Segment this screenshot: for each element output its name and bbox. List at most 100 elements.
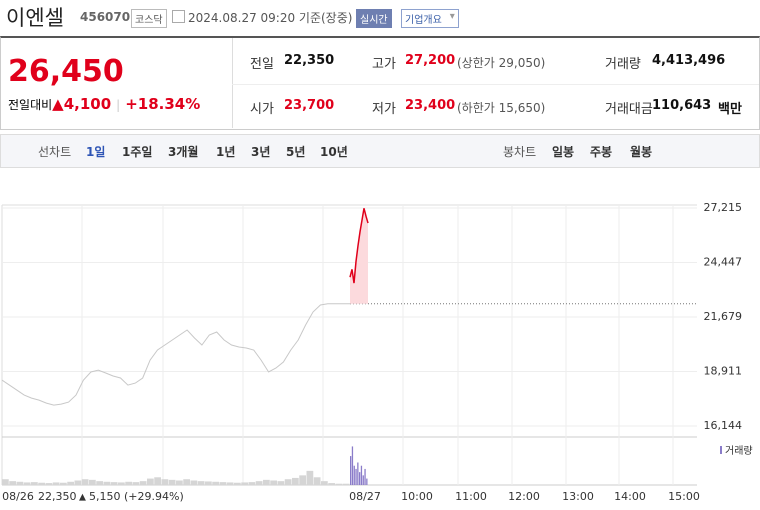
summary-label: 거래량 (605, 57, 641, 72)
change-row: 전일대비▲4,100 | +18.34% (8, 95, 201, 113)
volume-bar (351, 446, 354, 485)
volume-bar (226, 482, 234, 485)
volume-bar (255, 481, 263, 485)
summary-value: 23,700 (284, 98, 335, 113)
volume-bar (362, 475, 364, 485)
x-tick-label: 08/26 (2, 490, 34, 503)
summary-note: (하한가 15,650) (457, 101, 546, 115)
volume-bar (234, 482, 241, 485)
volume-bar (125, 481, 132, 485)
volume-bar (355, 468, 357, 485)
x-tick-label: 14:00 (614, 490, 646, 503)
divider (232, 84, 759, 85)
volume-bar (67, 481, 74, 485)
summary-value: 27,200 (405, 53, 456, 68)
tab-period[interactable]: 1주일 (122, 145, 153, 159)
x-tick-label: 08/27 (349, 490, 381, 503)
volume-bar (248, 482, 256, 485)
today-area (350, 208, 368, 304)
volume-bar (359, 472, 361, 485)
volume-bar (183, 479, 190, 485)
volume-bar (147, 478, 154, 485)
volume-bar (31, 482, 38, 485)
volume-bar (284, 479, 292, 485)
change-rate: +18.34% (125, 95, 201, 113)
volume-bar (16, 481, 24, 485)
volume-bar (299, 475, 306, 485)
divider (232, 38, 233, 128)
volume-bar (313, 477, 321, 485)
volume-bar (74, 480, 82, 485)
summary-label: 시가 (250, 102, 274, 117)
volume-bar (205, 481, 212, 485)
volume-bar (9, 481, 16, 485)
y-tick-label: 21,679 (704, 310, 743, 323)
footer-arrow: ▲ (79, 493, 86, 503)
x-tick-label: 12:00 (508, 490, 540, 503)
volume-bar (306, 470, 314, 485)
summary-value: 4,413,496 (652, 53, 726, 68)
datetime: 2024.08.27 09:20 기준(장중) (188, 11, 353, 25)
tab-period[interactable]: 일봉 (552, 145, 575, 159)
tab-period[interactable]: 3년 (251, 145, 271, 159)
summary-value: 110,643 (652, 98, 712, 113)
summary-value: 22,350 (284, 53, 335, 68)
volume-bar (110, 482, 118, 485)
volume-bar (219, 482, 227, 485)
x-tick-label: 11:00 (455, 490, 487, 503)
volume-bar (38, 482, 45, 485)
change: 4,100 (63, 95, 112, 113)
up-arrow: ▲ (52, 95, 64, 113)
y-tick-label: 18,911 (704, 365, 743, 378)
y-tick-label: 24,447 (704, 256, 743, 269)
y-tick-label: 16,144 (704, 419, 743, 432)
volume-bar (321, 481, 328, 485)
volume-bar (335, 483, 343, 485)
volume-bar (263, 479, 270, 485)
summary-label: 전일 (250, 57, 274, 72)
volume-bar (292, 477, 299, 485)
tab-period[interactable]: 월봉 (630, 145, 653, 159)
tab-period[interactable]: 주봉 (590, 145, 613, 159)
volume-bar (190, 480, 198, 485)
tab-period[interactable]: 3개월 (168, 145, 199, 159)
company-button-text: 기업개요 (405, 15, 442, 26)
x-tick-label: 10:00 (401, 490, 433, 503)
volume-bar (270, 480, 277, 485)
volume-bar (277, 481, 285, 485)
change-label: 전일대비 (8, 98, 53, 112)
volume-bar (197, 481, 205, 485)
summary-label: 고가 (372, 57, 396, 72)
volume-bar (89, 479, 96, 485)
tab-period[interactable]: 5년 (286, 145, 306, 159)
volume-bar (118, 482, 125, 485)
tab-period[interactable]: 1일 (86, 145, 106, 159)
volume-bar (342, 483, 350, 485)
volume-legend: 거래량 (725, 445, 753, 457)
volume-bar (357, 462, 359, 485)
volume-bar (139, 481, 147, 485)
volume-bar (350, 456, 352, 485)
volume-bar (161, 479, 169, 485)
volume-bar (168, 479, 176, 485)
company-button[interactable]: 기업개요 ▾ (401, 9, 459, 28)
tab-label: 봉차트 (503, 145, 537, 159)
price: 26,450 (8, 54, 124, 89)
stock-name: 이엔셀 (6, 6, 64, 30)
x-tick-label: 13:00 (562, 490, 594, 503)
footer-rate: (+29.94%) (124, 490, 184, 503)
tab-period[interactable]: 10년 (320, 145, 348, 159)
summary-label: 저가 (372, 102, 396, 117)
volume-bar (103, 481, 111, 485)
summary-label: 거래대금 (605, 102, 653, 117)
summary-note: (상한가 29,050) (457, 56, 546, 70)
volume-bar (364, 468, 366, 485)
summary-value: 23,400 (405, 98, 456, 113)
calendar-icon (172, 10, 185, 23)
volume-bar (366, 478, 368, 485)
tab-period[interactable]: 1년 (216, 145, 236, 159)
volume-bar (60, 482, 67, 485)
volume-bar (328, 483, 335, 485)
